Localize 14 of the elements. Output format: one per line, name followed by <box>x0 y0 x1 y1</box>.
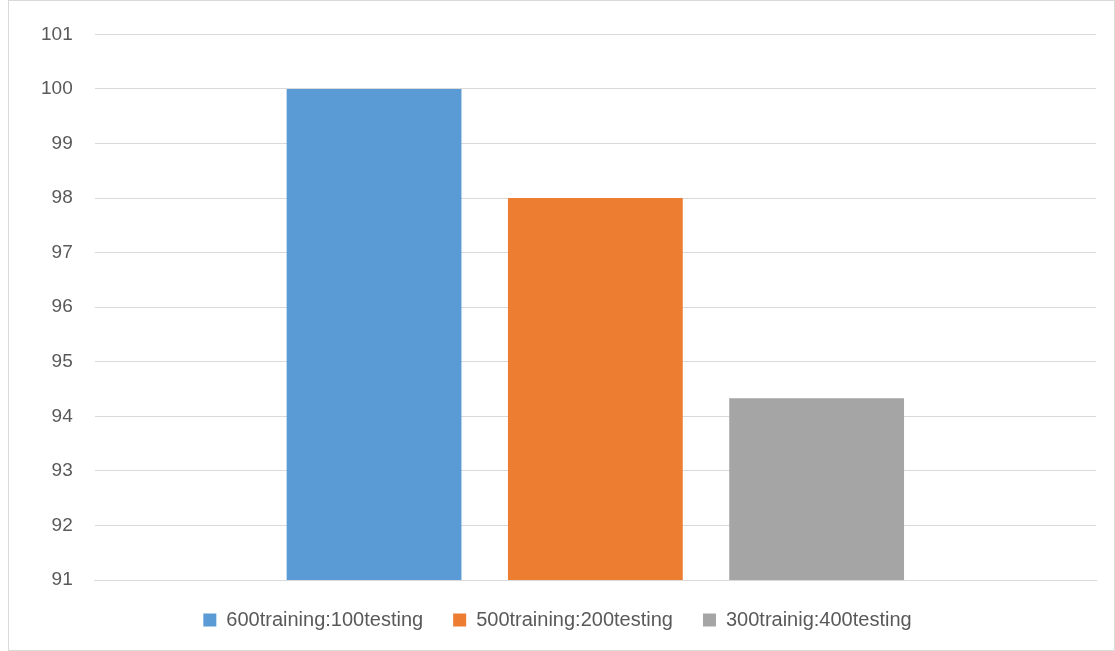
y-tick-label: 93 <box>51 459 73 481</box>
y-tick-label: 99 <box>51 131 73 153</box>
y-tick-label: 100 <box>41 77 73 99</box>
y-tick-label: 96 <box>51 295 73 317</box>
y-tick-label: 95 <box>51 349 73 371</box>
y-tick-label: 98 <box>51 186 73 208</box>
legend-label: 600training:100testing <box>226 607 424 630</box>
y-tick-label: 92 <box>51 513 73 535</box>
legend-label: 300trainig:400testing <box>725 607 912 630</box>
y-tick-label: 94 <box>51 404 74 426</box>
y-tick-label: 97 <box>51 240 73 262</box>
y-tick-label: 91 <box>51 568 73 590</box>
legend-label: 500training:200testing <box>476 607 673 630</box>
y-tick-label: 101 <box>41 22 73 44</box>
